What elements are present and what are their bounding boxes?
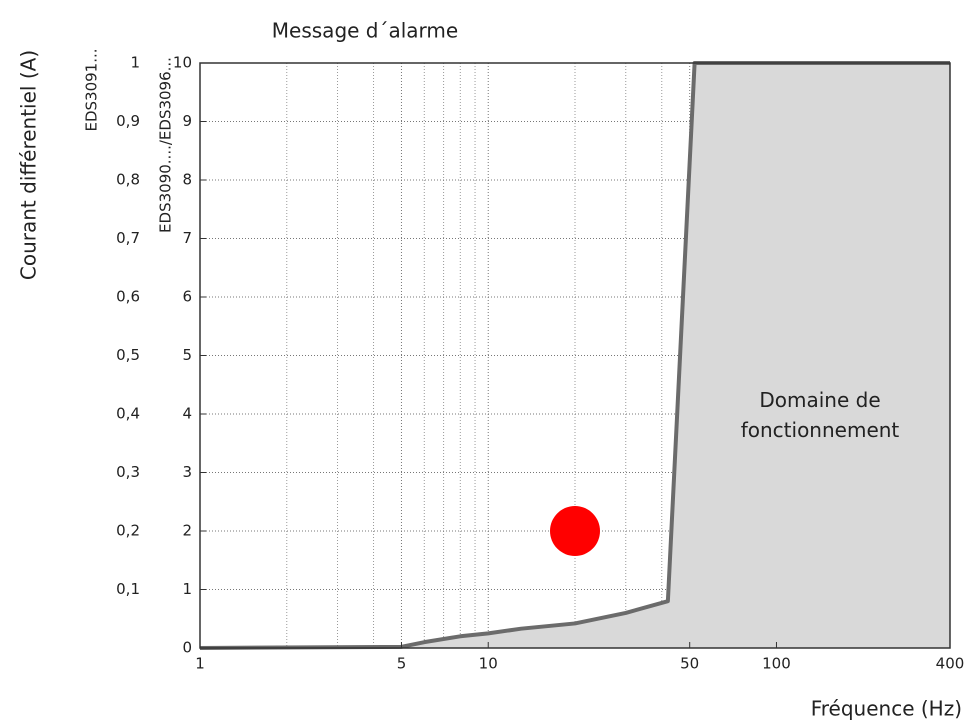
point [550, 506, 600, 556]
y-tick-label: 1 [182, 580, 192, 598]
x-tick-label: 1 [195, 655, 205, 673]
chart-title: Message d´alarme [272, 19, 458, 43]
x-tick-label: 10 [479, 655, 498, 673]
y-tick-label: 6 [182, 288, 192, 306]
y2-tick-label: 0,1 [116, 580, 140, 598]
x-tick-label: 50 [680, 655, 699, 673]
y2-tick-label: 0,6 [116, 288, 140, 306]
y2-tick-label: 0,4 [116, 405, 140, 423]
y-tick-label: 2 [182, 522, 192, 540]
y-tick-label: 5 [182, 346, 192, 364]
y2-tick-label: 0,9 [116, 112, 140, 130]
y-axis-sublabel: EDS3090..../EDS3096... [157, 57, 175, 233]
y-axis-label: Courant différentiel (A) [17, 50, 41, 280]
x-tick-label: 100 [762, 655, 791, 673]
area [200, 63, 950, 648]
y2-tick-label: 0,5 [116, 346, 140, 364]
y-tick-label: 9 [182, 112, 192, 130]
x-tick-label: 5 [397, 655, 407, 673]
annotation-box: Domaine de fonctionnement [740, 388, 900, 442]
annotation: Domaine de fonctionnement [740, 388, 900, 442]
y-tick-label: 0 [182, 639, 192, 657]
y-tick-label: 3 [182, 463, 192, 481]
y-tick-label: 10 [173, 54, 192, 72]
y2-tick-label: 0,7 [116, 229, 140, 247]
x-tick-label: 400 [936, 655, 965, 673]
y-tick-label: 4 [182, 405, 192, 423]
y2-tick-label: 0,8 [116, 171, 140, 189]
y-tick-label: 7 [182, 229, 192, 247]
y2-tick-label: 1 [130, 54, 140, 72]
y2-tick-label: 0,2 [116, 522, 140, 540]
y2-tick-label: 0,3 [116, 463, 140, 481]
y2-axis-label: EDS3091... [83, 48, 101, 131]
line [199, 61, 950, 650]
x-axis-label: Fréquence (Hz) [811, 697, 962, 721]
y-tick-label: 8 [182, 171, 192, 189]
